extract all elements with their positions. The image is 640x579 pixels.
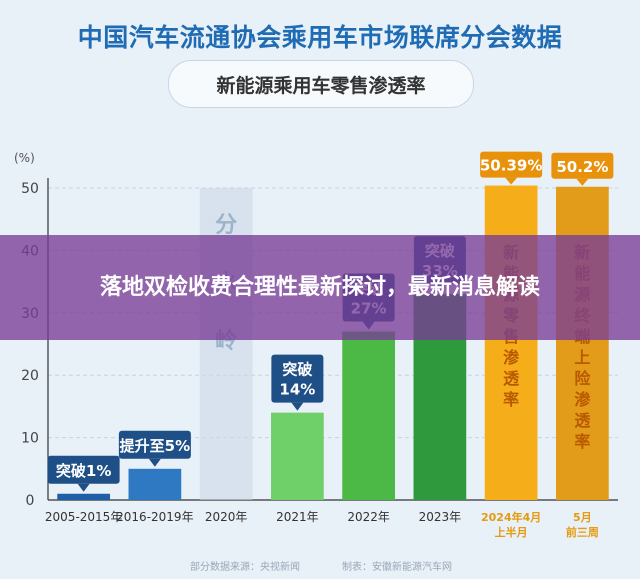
y-tick-label: 10 — [21, 431, 39, 447]
bar-text-char: 渗 — [574, 390, 591, 409]
callout-box — [271, 354, 324, 403]
chart-subtitle: 新能源乘用车零售渗透率 — [168, 60, 474, 108]
bar-text-char: 上 — [574, 348, 590, 367]
bar-text-char: 率 — [574, 432, 590, 451]
y-tick-label: 50 — [21, 181, 39, 197]
bar-text-char: 渗 — [503, 348, 520, 367]
bar-text-char: 透 — [503, 369, 520, 388]
headline-text: 落地双检收费合理性最新探讨，最新消息解读 — [99, 275, 540, 300]
callout-label: 突破 — [282, 361, 312, 379]
bar — [128, 468, 182, 500]
x-tick-label: 2024年4月 — [481, 510, 541, 524]
x-tick-label: 2023年 — [419, 510, 462, 524]
chart-subtitle-text: 新能源乘用车零售渗透率 — [216, 74, 426, 97]
callout-label: 突破1% — [56, 462, 111, 480]
bar-text-char: 透 — [574, 411, 591, 430]
value-label-pointer — [576, 178, 589, 186]
value-label: 50.2% — [556, 158, 608, 176]
x-tick-label: 前三周 — [566, 525, 599, 539]
x-tick-label: 2016-2019年 — [116, 510, 193, 524]
callout-pointer — [148, 458, 161, 467]
value-label-box — [551, 152, 614, 179]
callout-box — [47, 455, 120, 484]
headline-banner: 落地双检收费合理性最新探讨，最新消息解读 — [0, 235, 640, 340]
author-note: 制表：安徽新能源汽车网 — [342, 562, 452, 573]
bar-text-char: 率 — [503, 390, 519, 409]
x-tick-label: 2005-2015年 — [45, 510, 122, 524]
bar — [271, 412, 324, 500]
bar — [342, 331, 395, 500]
callout-label: 提升至5% — [120, 437, 190, 455]
y-tick-label: 0 — [26, 493, 35, 509]
x-tick-label: 5月 — [573, 511, 592, 524]
value-label: 50.39% — [480, 157, 542, 175]
x-tick-label: 2021年 — [276, 510, 319, 524]
callout-label: 14% — [279, 381, 315, 399]
bar — [57, 493, 110, 500]
bar-text-char: 险 — [574, 369, 591, 388]
page-title: 中国汽车流通协会乘用车市场联席分会数据 — [77, 23, 563, 52]
x-tick-label: 上半月 — [495, 525, 528, 539]
callout-pointer — [77, 483, 90, 492]
y-tick-label: 20 — [21, 368, 39, 384]
callout-pointer — [291, 402, 304, 411]
bar-text-char: 分 — [215, 213, 237, 238]
callout-box — [118, 430, 191, 459]
value-label-pointer — [505, 177, 518, 185]
source-note: 部分数据来源：央视新闻 — [190, 562, 300, 573]
value-label-box — [480, 151, 543, 178]
y-axis-label: (%) — [14, 151, 35, 165]
x-tick-label: 2022年 — [347, 510, 390, 524]
x-tick-label: 2020年 — [205, 510, 248, 524]
